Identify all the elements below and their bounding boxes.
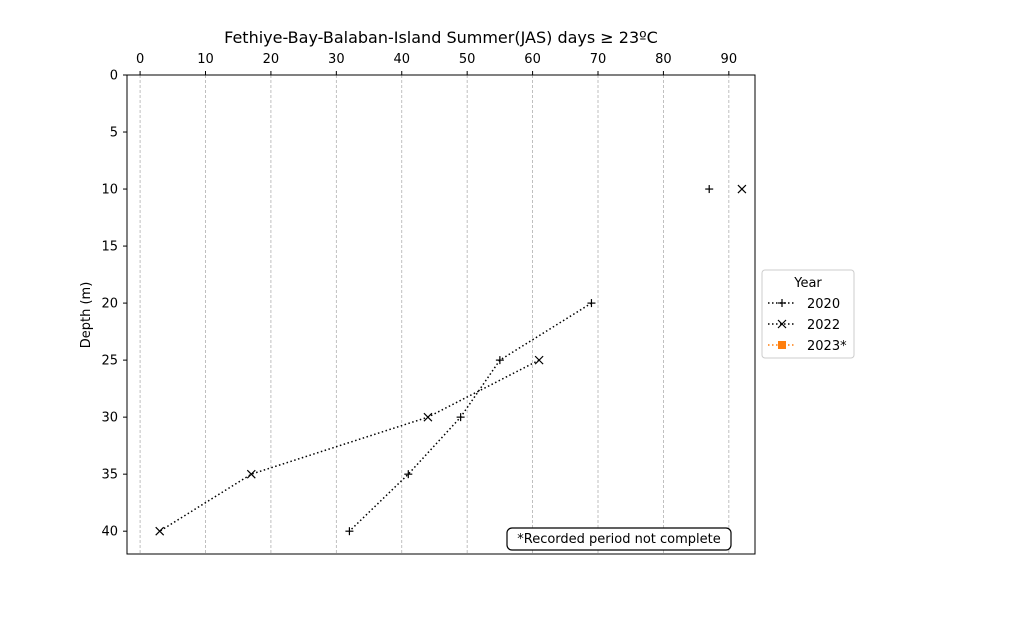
legend-entries: 2020 2022 2023* bbox=[768, 297, 847, 354]
legend-frame bbox=[761, 269, 855, 359]
data-point-2022 bbox=[423, 412, 433, 422]
grid-lines bbox=[139, 75, 730, 554]
x-tick-label: 10 bbox=[197, 52, 214, 67]
legend-title: Year bbox=[793, 276, 822, 291]
x-tick-label: 70 bbox=[590, 52, 607, 67]
data-point-2020 bbox=[587, 299, 596, 308]
x-tick-label: 40 bbox=[393, 52, 410, 67]
data-point-2020 bbox=[345, 527, 354, 536]
legend-label: 2023* bbox=[807, 339, 847, 354]
y-tick-label: 35 bbox=[101, 468, 118, 483]
legend-label: 2020 bbox=[807, 297, 840, 312]
y-tick-label: 30 bbox=[101, 411, 118, 426]
plot-area bbox=[126, 74, 756, 555]
x-axis: 0 10 20 30 40 50 60 70 80 90 bbox=[136, 52, 737, 75]
legend-label: 2022 bbox=[807, 318, 840, 333]
data-point-2022 bbox=[737, 184, 747, 194]
legend-marker-2020 bbox=[778, 299, 786, 307]
x-tick-label: 50 bbox=[459, 52, 476, 67]
data-point-2022 bbox=[155, 526, 165, 536]
data-point-2022 bbox=[246, 469, 256, 479]
data-point-2022 bbox=[534, 355, 544, 365]
legend-marker-2022 bbox=[777, 319, 787, 329]
series-line-2020 bbox=[348, 302, 592, 532]
x-tick-label: 90 bbox=[721, 52, 738, 67]
x-tick-label: 80 bbox=[655, 52, 672, 67]
series-line-2022 bbox=[159, 359, 540, 532]
data-point-2020 bbox=[705, 185, 714, 194]
legend-marker-2023* bbox=[778, 341, 786, 349]
x-tick-label: 0 bbox=[136, 52, 144, 67]
y-tick-label: 40 bbox=[101, 525, 118, 540]
y-tick-label: 10 bbox=[101, 183, 118, 198]
y-tick-label: 25 bbox=[101, 354, 118, 369]
data-point-2020 bbox=[456, 413, 465, 422]
y-axis-label: Depth (m) bbox=[79, 282, 94, 349]
data-point-2020 bbox=[495, 356, 504, 365]
y-tick-label: 0 bbox=[110, 69, 118, 84]
series-layer bbox=[155, 184, 747, 536]
annotation-frame bbox=[506, 527, 732, 551]
y-tick-label: 20 bbox=[101, 297, 118, 312]
x-tick-label: 30 bbox=[328, 52, 345, 67]
chart-title: Fethiye-Bay-Balaban-Island Summer(JAS) d… bbox=[224, 28, 658, 47]
annotation-box: *Recorded period not complete bbox=[506, 527, 732, 551]
y-tick-label: 5 bbox=[110, 126, 118, 141]
x-tick-label: 20 bbox=[263, 52, 280, 67]
legend-entry-2022: 2022 bbox=[768, 318, 840, 333]
legend-entry-2023*: 2023* bbox=[768, 339, 847, 354]
annotation-text: *Recorded period not complete bbox=[517, 532, 721, 547]
y-tick-label: 15 bbox=[101, 240, 118, 255]
y-axis: 0 5 10 15 20 25 30 35 40 bbox=[101, 69, 127, 540]
legend: Year 2020 2022 2023* bbox=[761, 269, 855, 359]
x-tick-label: 60 bbox=[524, 52, 541, 67]
legend-entry-2020: 2020 bbox=[768, 297, 840, 312]
data-point-2020 bbox=[404, 470, 413, 479]
